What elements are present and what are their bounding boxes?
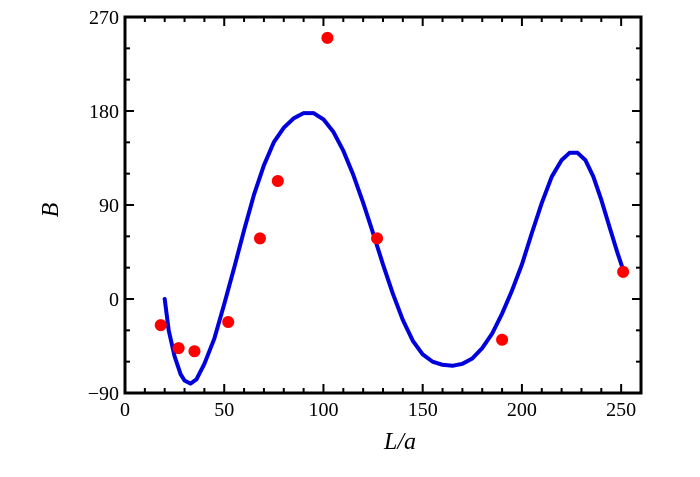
y-axis-ticks: −90 0 90 180 270 <box>88 7 641 405</box>
data-point <box>253 232 266 245</box>
x-axis-ticks: 0 50 100 150 200 250 <box>120 17 642 421</box>
x-tick-label: 200 <box>507 399 537 421</box>
y-tick-label: 270 <box>89 7 119 29</box>
y-tick-label: 90 <box>99 195 119 217</box>
data-point <box>188 345 201 358</box>
data-point <box>321 31 334 44</box>
data-point <box>496 333 509 346</box>
data-point <box>617 265 630 278</box>
fit-curve <box>162 111 626 386</box>
x-axis-title: L/a <box>383 429 416 455</box>
data-point <box>172 342 185 355</box>
x-tick-label: 50 <box>214 399 234 421</box>
x-tick-label: 0 <box>120 399 130 421</box>
series-layer <box>154 31 630 386</box>
data-point <box>371 232 384 245</box>
y-tick-label: 0 <box>109 289 119 311</box>
y-tick-label: −90 <box>88 383 119 405</box>
data-point <box>271 174 284 187</box>
x-tick-label: 150 <box>408 399 438 421</box>
plot-frame <box>123 15 643 395</box>
y-tick-label: 180 <box>89 101 119 123</box>
x-tick-label: 250 <box>606 399 636 421</box>
data-point <box>222 315 235 328</box>
y-axis-title: B <box>38 202 64 217</box>
data-point <box>154 319 167 332</box>
x-tick-label: 100 <box>308 399 338 421</box>
